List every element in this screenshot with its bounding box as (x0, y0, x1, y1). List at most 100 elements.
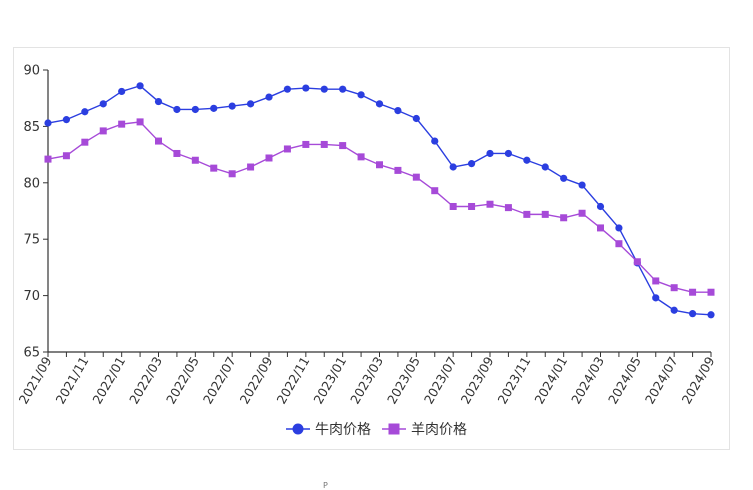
data-point[interactable] (320, 85, 328, 93)
data-point[interactable] (44, 155, 52, 163)
x-tick-label: 2024/09 (679, 354, 718, 407)
data-point[interactable] (376, 161, 383, 169)
legend-item-1[interactable]: 牛肉价格 (286, 422, 371, 438)
data-point[interactable] (339, 85, 347, 93)
data-point[interactable] (302, 84, 310, 92)
data-point[interactable] (652, 294, 660, 302)
y-tick-label: 70 (23, 289, 40, 304)
x-tick-label: 2023/03 (347, 354, 386, 406)
data-point[interactable] (707, 311, 715, 319)
data-point[interactable] (375, 100, 384, 108)
y-tick-label: 65 (23, 346, 40, 361)
data-point[interactable] (633, 258, 641, 266)
data-point[interactable] (228, 102, 236, 110)
data-point[interactable] (431, 187, 439, 195)
data-point[interactable] (99, 127, 107, 135)
legend-item-2[interactable]: 羊肉价格 (382, 422, 467, 438)
data-point[interactable] (560, 174, 568, 182)
series-1 (44, 82, 715, 319)
data-point[interactable] (228, 170, 236, 178)
data-point[interactable] (615, 240, 623, 248)
footer-mark: P (323, 481, 328, 490)
x-tick-label: 2022/09 (237, 354, 276, 407)
x-tick-label: 2024/01 (531, 354, 570, 406)
data-point[interactable] (265, 154, 273, 162)
series-line (47, 121, 711, 293)
data-point[interactable] (431, 137, 439, 145)
data-point[interactable] (412, 173, 420, 181)
data-point[interactable] (449, 163, 457, 171)
data-point[interactable] (302, 140, 310, 148)
data-point[interactable] (136, 118, 144, 126)
data-point[interactable] (578, 209, 586, 217)
y-tick-label: 85 (23, 120, 40, 135)
data-point[interactable] (155, 137, 162, 145)
data-point[interactable] (707, 288, 715, 296)
data-point[interactable] (357, 153, 365, 161)
data-point[interactable] (449, 202, 457, 210)
data-point[interactable] (394, 107, 402, 115)
data-point[interactable] (597, 224, 604, 232)
x-tick-label: 2022/05 (163, 354, 202, 406)
data-point[interactable] (99, 100, 107, 108)
data-point[interactable] (283, 85, 292, 93)
data-point[interactable] (283, 145, 291, 153)
data-point[interactable] (523, 210, 531, 218)
data-point[interactable] (652, 277, 660, 285)
data-point[interactable] (191, 156, 199, 164)
data-point[interactable] (44, 119, 52, 127)
data-point[interactable] (486, 149, 494, 158)
data-point[interactable] (578, 181, 586, 189)
data-point[interactable] (504, 204, 512, 212)
x-tick-label: 2022/11 (273, 354, 312, 406)
data-point[interactable] (62, 152, 70, 160)
data-point[interactable] (412, 114, 420, 123)
data-point[interactable] (154, 97, 163, 106)
legend-label: 羊肉价格 (411, 422, 467, 438)
legend[interactable]: 牛肉价格 羊肉价格 (286, 422, 467, 438)
data-point[interactable] (523, 156, 531, 164)
data-point[interactable] (541, 163, 549, 171)
data-point[interactable] (118, 87, 126, 96)
data-point[interactable] (339, 142, 347, 150)
y-tick-label: 80 (23, 176, 40, 191)
data-point[interactable] (688, 310, 697, 318)
data-point[interactable] (394, 166, 402, 174)
y-tick-label: 75 (23, 233, 40, 248)
data-point[interactable] (210, 164, 218, 172)
data-point[interactable] (62, 116, 71, 124)
data-point[interactable] (173, 105, 181, 114)
series-line (47, 85, 712, 316)
data-point[interactable] (136, 82, 144, 90)
data-point[interactable] (615, 224, 623, 232)
data-point[interactable] (81, 138, 89, 146)
data-point[interactable] (486, 200, 494, 208)
data-point[interactable] (191, 105, 199, 114)
data-point[interactable] (357, 91, 365, 99)
x-tick-label: 2022/03 (126, 354, 165, 406)
data-point[interactable] (468, 202, 476, 210)
data-point[interactable] (670, 306, 678, 314)
data-point[interactable] (118, 120, 126, 128)
data-point[interactable] (541, 210, 549, 218)
data-point[interactable] (467, 160, 476, 168)
legend-marker-square (388, 423, 400, 435)
data-point[interactable] (173, 149, 181, 157)
data-point[interactable] (81, 108, 89, 116)
x-tick-label: 2024/07 (642, 354, 681, 406)
data-point[interactable] (560, 214, 568, 222)
data-point[interactable] (210, 104, 218, 112)
chart-frame (13, 47, 730, 450)
data-point[interactable] (504, 149, 513, 158)
data-point[interactable] (670, 284, 678, 292)
data-point[interactable] (320, 140, 328, 148)
data-point[interactable] (247, 163, 255, 171)
data-point[interactable] (246, 100, 255, 108)
data-point[interactable] (689, 288, 697, 296)
x-tick-label: 2024/03 (568, 354, 607, 406)
data-point[interactable] (265, 93, 273, 101)
x-tick-label: 2021/09 (16, 354, 55, 407)
x-tick-label: 2022/07 (200, 354, 239, 406)
data-point[interactable] (596, 202, 605, 211)
